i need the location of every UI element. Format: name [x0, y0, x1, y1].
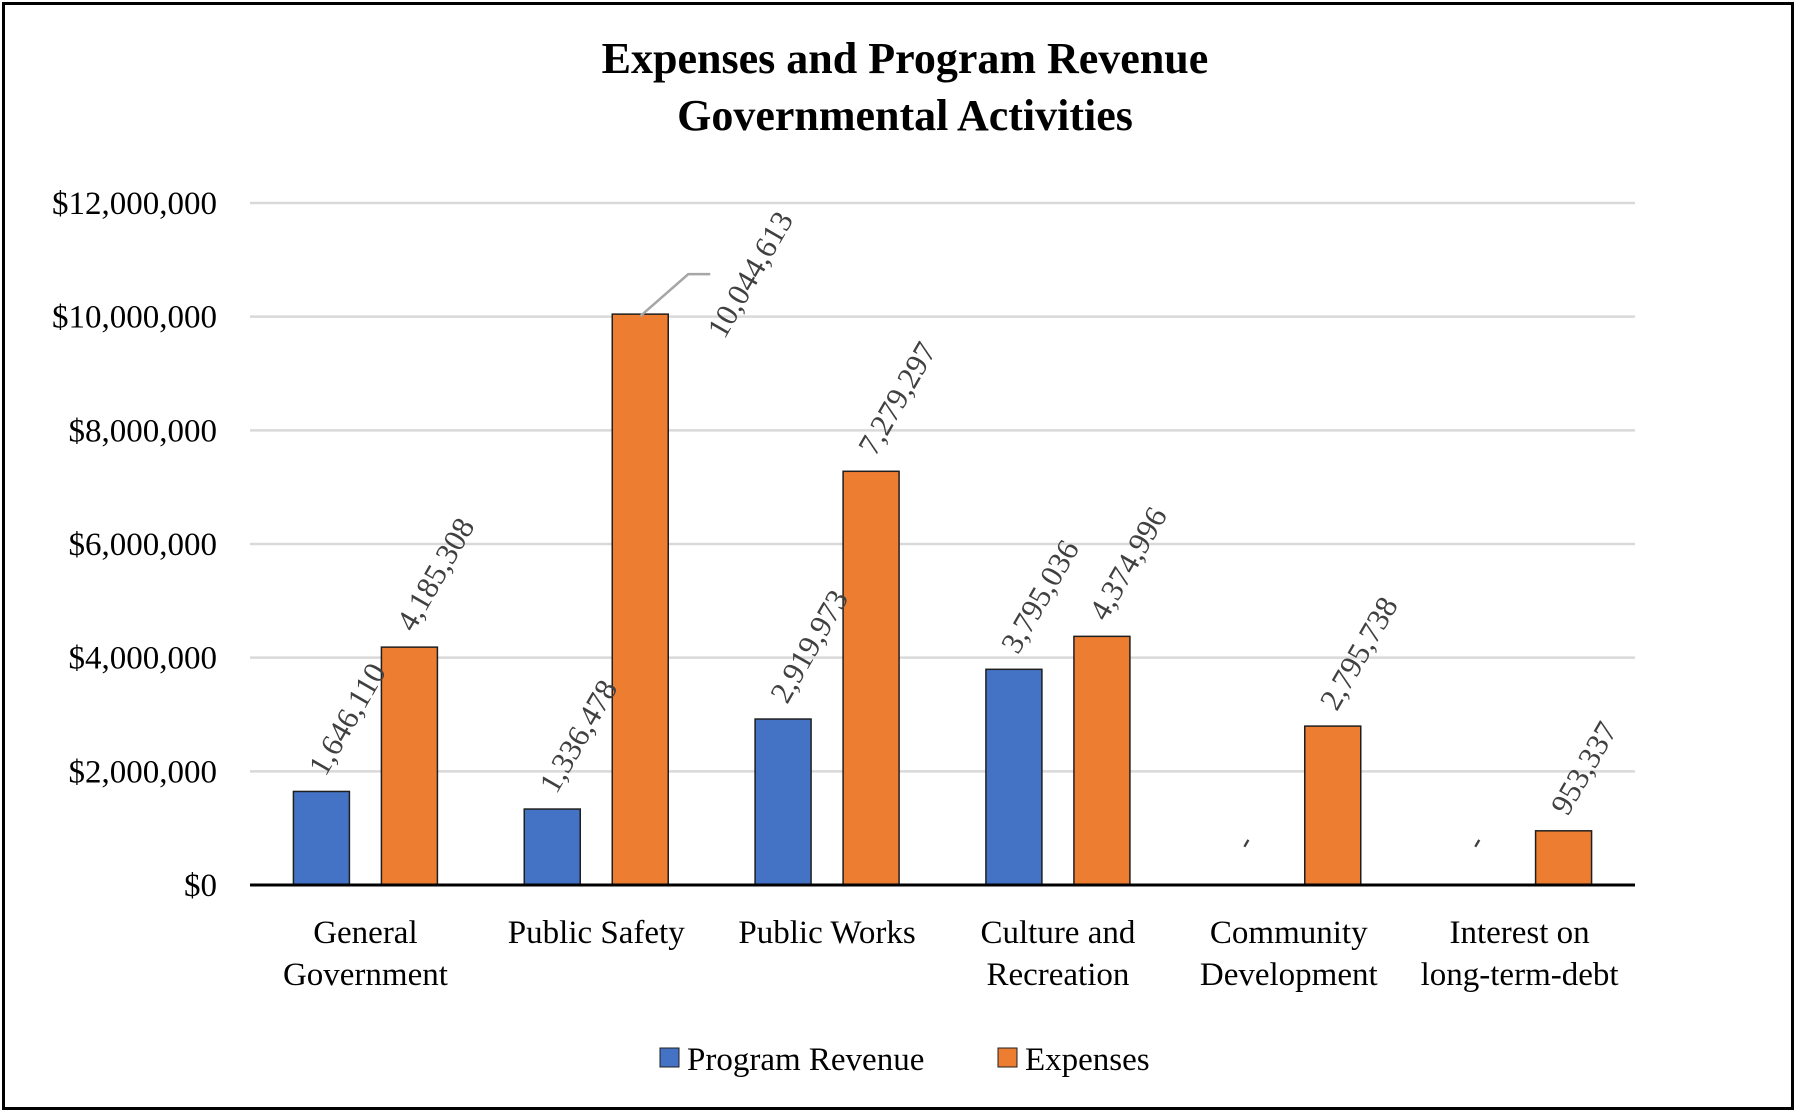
x-tick-label: long-term-debt: [1421, 957, 1619, 993]
data-label: 953,337: [1543, 716, 1624, 821]
leader-line: [639, 272, 711, 318]
x-tick-label: Interest on: [1449, 915, 1589, 951]
data-label: 4,185,308: [389, 512, 481, 637]
legend-swatch-expenses: [997, 1047, 1018, 1068]
data-label: 10,044,613: [700, 205, 800, 343]
data-label: 2,919,973: [763, 584, 855, 709]
y-tick-label: $6,000,000: [69, 527, 218, 563]
x-tick-label: Culture and: [980, 915, 1135, 951]
chart-title: Expenses and Program Revenue: [602, 34, 1209, 83]
x-tick-label: Community: [1210, 915, 1368, 951]
legend-label-program-revenue: Program Revenue: [687, 1042, 924, 1078]
bar-program-revenue: [523, 808, 581, 886]
bar-program-revenue: [292, 790, 351, 886]
y-tick-label: $8,000,000: [69, 413, 218, 449]
x-tick-label: Public Works: [738, 915, 915, 951]
bar-program-revenue: [985, 668, 1043, 886]
category-labels: General Government Public Safety Public Wor…: [283, 915, 1619, 993]
data-label: -: [1226, 829, 1261, 855]
bars: [292, 313, 1593, 886]
legend: Program Revenue Expenses: [659, 1042, 1150, 1078]
bar-expenses: [1304, 725, 1362, 886]
y-tick-label: $4,000,000: [69, 641, 218, 677]
gridlines: [250, 201, 1635, 773]
data-label: 7,279,297: [851, 336, 943, 461]
x-tick-label: Government: [283, 957, 448, 993]
data-label: 2,795,738: [1313, 591, 1405, 716]
data-label: 3,795,036: [994, 534, 1086, 659]
bar-expenses: [1073, 635, 1131, 886]
data-labels: 1,646,110 1,336,478 2,919,973 3,795,036 - - 4,…: [301, 205, 1624, 855]
bar-expenses: [611, 313, 669, 886]
x-tick-label: Public Safety: [508, 915, 685, 951]
chart-svg: Expenses and Program Revenue Governmenta…: [52, 34, 1635, 1078]
bar-expenses: [842, 470, 900, 886]
y-tick-label: $0: [184, 868, 217, 904]
legend-label-expenses: Expenses: [1025, 1042, 1150, 1078]
y-tick-label: $10,000,000: [52, 300, 217, 336]
data-label: 1,646,110: [301, 657, 393, 781]
bar-expenses: [380, 646, 439, 886]
data-label: 1,336,478: [532, 674, 624, 799]
y-axis-ticks: $0 $2,000,000 $4,000,000 $6,000,000 $8,000,0…: [52, 186, 217, 904]
bar-program-revenue: [754, 718, 812, 886]
legend-swatch-program-revenue: [659, 1047, 680, 1068]
y-tick-label: $2,000,000: [69, 754, 218, 790]
x-tick-label: Development: [1200, 957, 1378, 993]
x-tick-label: Recreation: [986, 957, 1129, 993]
y-tick-label: $12,000,000: [52, 186, 217, 222]
data-label: 4,374,996: [1082, 501, 1174, 626]
data-label: -: [1457, 829, 1492, 855]
chart-subtitle: Governmental Activities: [677, 91, 1133, 140]
x-tick-label: General: [313, 915, 417, 951]
bar-expenses: [1534, 830, 1593, 886]
